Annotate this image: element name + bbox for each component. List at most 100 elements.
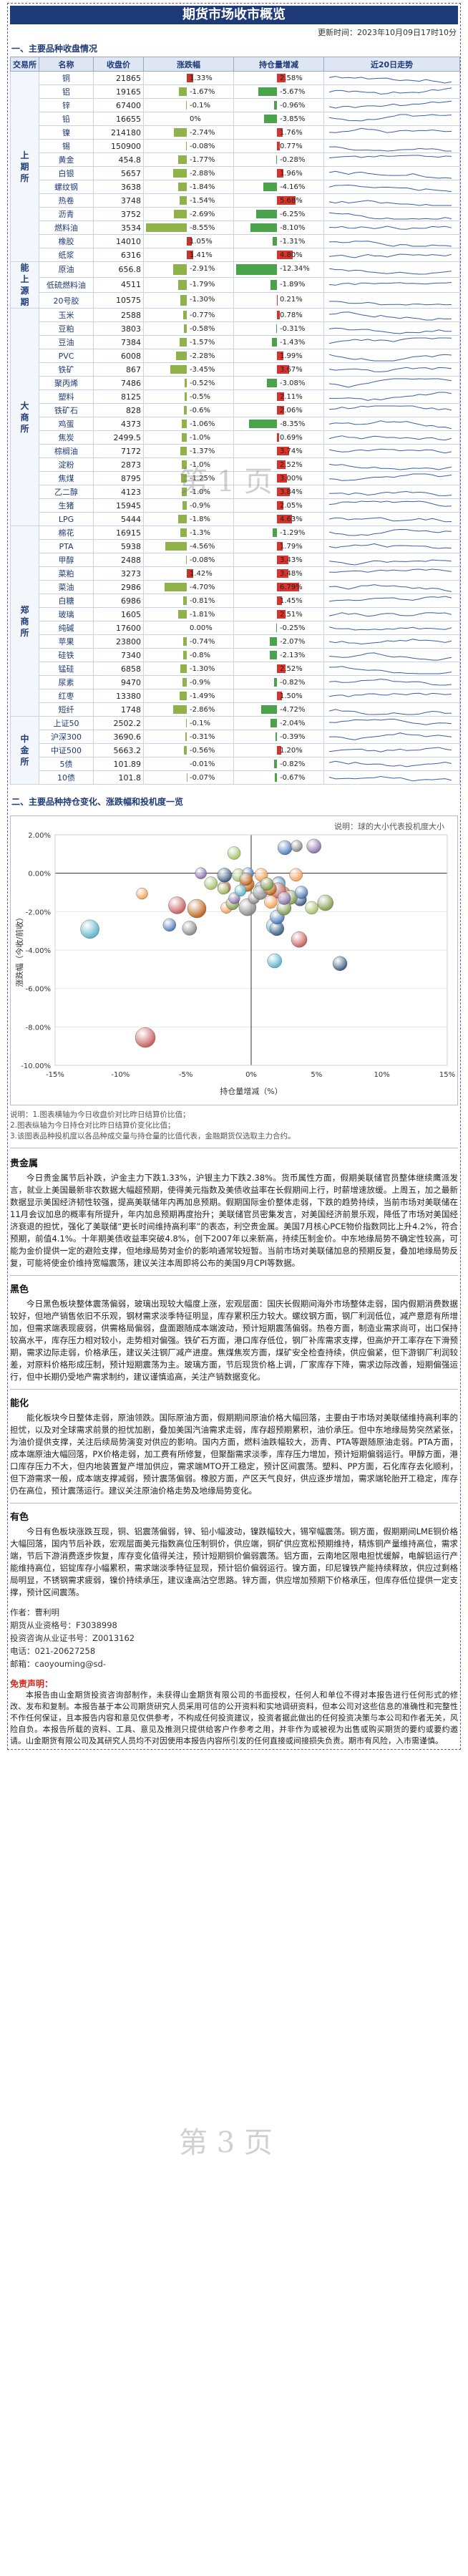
close-price: 14010 (93, 234, 144, 248)
trend-cell (323, 376, 460, 390)
open-interest-cell: -8.35% (233, 417, 324, 431)
trend-sparkline (328, 543, 452, 549)
trend-sparkline (328, 528, 452, 536)
open-interest-label: -0.25% (280, 624, 306, 632)
open-interest-bar (277, 74, 286, 82)
y-tick-label: -2.00% (26, 909, 51, 916)
product-name: 棉花 (39, 526, 94, 540)
open-interest-bar (258, 87, 277, 96)
table-row: 聚丙烯 7486 -0.52% -3.08% (11, 376, 460, 390)
product-name: 聚丙烯 (39, 376, 94, 390)
change-label: -2.86% (190, 706, 215, 714)
close-price: 16655 (93, 112, 144, 126)
open-interest-cell: -4.16% (233, 180, 324, 194)
trend-line (328, 253, 452, 258)
scatter-point (277, 891, 291, 905)
close-price: 101.89 (93, 757, 144, 771)
open-interest-bar (276, 155, 277, 164)
disclaimer-title: 免责声明： (10, 1679, 54, 1689)
open-interest-label: -0.39% (280, 733, 306, 741)
trend-cell (323, 112, 460, 126)
change-label: -0.1% (190, 720, 211, 727)
table-row: 橡胶 14010 1.05% -1.31% (11, 234, 460, 248)
trend-cell (323, 444, 460, 458)
open-interest-bar (273, 528, 277, 537)
open-interest-cell: 1.99% (233, 349, 324, 363)
close-price: 67400 (93, 98, 144, 112)
product-name: 铁矿石 (39, 403, 94, 417)
change-label: -1.81% (190, 611, 215, 619)
trend-line (328, 595, 452, 601)
table-row: PTA 5938 -4.56% 1.79% (11, 539, 460, 553)
open-interest-cell: -0.82% (233, 757, 324, 771)
open-interest-label: 0.21% (280, 296, 303, 304)
open-interest-label: -2.04% (280, 720, 306, 727)
open-interest-cell: -2.04% (233, 716, 324, 730)
change-bar (174, 210, 187, 218)
product-name: 乙二醇 (39, 485, 94, 499)
section-heading: 有色 (10, 1512, 29, 1523)
table-row: 苹果 23800 -0.74% -2.07% (11, 634, 460, 649)
open-interest-cell: -4.72% (233, 702, 324, 717)
close-price: 6986 (93, 594, 144, 608)
trend-line (328, 199, 452, 206)
open-interest-cell: 2.11% (233, 389, 324, 404)
open-interest-label: -4.16% (280, 183, 306, 191)
trend-sparkline (329, 665, 452, 674)
section-heading: 能化 (10, 1398, 29, 1409)
open-interest-cell: 2.58% (233, 71, 324, 85)
close-price: 4373 (93, 417, 144, 431)
open-interest-cell: -3.85% (233, 112, 324, 126)
change-label: -1.0% (190, 488, 211, 496)
change-label: -1.54% (190, 197, 215, 205)
y-tick-label: -8.00% (26, 1024, 51, 1032)
exchange-cell: 大 商 所 (10, 308, 39, 526)
close-price: 7486 (93, 376, 144, 390)
scatter-chart: 2.00% 0.00% -2.00% -4.00% -6.00% -8.00% -10.00… (10, 815, 458, 1105)
product-name: 铅 (39, 112, 94, 126)
trend-cell (323, 84, 460, 99)
header-name: 名称 (39, 57, 94, 72)
change-cell: -1.30% (143, 292, 234, 309)
product-name: 沪深300 (39, 730, 94, 744)
change-bar (182, 488, 187, 496)
open-interest-cell: -1.43% (233, 335, 324, 349)
change-cell: -1.3% (143, 526, 234, 540)
open-interest-label: 1.50% (280, 692, 303, 700)
change-cell: -0.81% (143, 594, 234, 608)
change-label: 1.33% (190, 74, 213, 82)
change-label: -0.58% (190, 325, 215, 333)
product-name: 白糖 (39, 594, 94, 608)
open-interest-cell: -0.31% (233, 321, 324, 336)
open-interest-cell: 3.74% (233, 444, 324, 458)
y-tick-label: -6.00% (26, 986, 51, 994)
product-name: 玻璃 (39, 607, 94, 621)
change-bar (178, 155, 187, 164)
change-bar (186, 142, 187, 150)
page-watermark-3: 第 3 页 (179, 2126, 273, 2159)
open-interest-cell: 1.79% (233, 539, 324, 553)
open-interest-bar (272, 338, 277, 347)
trend-cell (323, 566, 460, 581)
open-interest-bar (277, 447, 290, 455)
change-cell: -1.30% (143, 662, 234, 676)
open-interest-label: 1.96% (280, 170, 303, 178)
open-interest-cell: -0.28% (233, 152, 324, 167)
table-row: 甲醇 2488 -0.08% 3.43% (11, 553, 460, 567)
trend-cell (323, 730, 460, 744)
open-interest-cell: 3.67% (233, 362, 324, 377)
change-label: -0.5% (190, 393, 211, 401)
trend-cell (323, 471, 460, 485)
open-interest-label: 6.79% (280, 584, 303, 591)
trend-cell (323, 292, 460, 309)
table-row: 纯碱 17600 0.00% -0.25% (11, 621, 460, 635)
author-cert: 期货从业资格号：F3038998 (10, 1620, 117, 1630)
y-axis-label: 涨跌幅（今收/前收） (14, 914, 24, 987)
trend-sparkline (328, 638, 452, 644)
trend-line (328, 170, 452, 178)
trend-line (328, 528, 452, 536)
change-label: -4.56% (190, 543, 215, 551)
divider (10, 1389, 458, 1390)
close-price: 2588 (93, 308, 144, 322)
table-row: 硅铁 7340 -0.8% -2.13% (11, 648, 460, 662)
